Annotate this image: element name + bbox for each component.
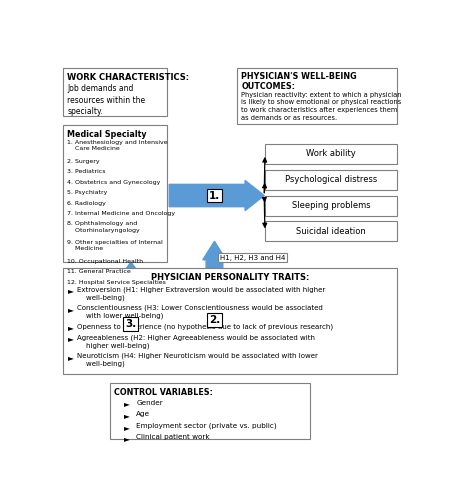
Text: 3. Pediatrics: 3. Pediatrics [67, 170, 106, 174]
Text: ►: ► [124, 434, 130, 443]
Text: 2.: 2. [209, 315, 220, 325]
Text: Sleeping problems: Sleeping problems [292, 201, 370, 210]
Text: 3.: 3. [125, 318, 136, 328]
Text: Extroversion (H1: Higher Extraversion would be associated with higher
    well-b: Extroversion (H1: Higher Extraversion wo… [77, 286, 325, 301]
FancyBboxPatch shape [110, 384, 310, 439]
Text: 7. Internal Medicine and Oncology: 7. Internal Medicine and Oncology [67, 211, 176, 216]
Text: 10. Occupational Health: 10. Occupational Health [67, 259, 143, 264]
FancyBboxPatch shape [265, 222, 397, 242]
Text: Physician reactivity: extent to which a physician
is likely to show emotional or: Physician reactivity: extent to which a … [241, 92, 402, 121]
FancyArrow shape [169, 180, 264, 210]
Text: 5. Psychiatry: 5. Psychiatry [67, 190, 108, 195]
Text: ►: ► [68, 324, 74, 332]
Text: ►: ► [68, 352, 74, 362]
Text: PHYSICIAN'S WELL-BEING: PHYSICIAN'S WELL-BEING [241, 72, 357, 82]
FancyArrow shape [203, 242, 226, 374]
Text: 2. Surgery: 2. Surgery [67, 159, 100, 164]
Text: 4. Obstetrics and Gynecology: 4. Obstetrics and Gynecology [67, 180, 161, 184]
Text: Age: Age [136, 411, 150, 417]
Text: 1. Anesthesiology and Intensive
    Care Medicine: 1. Anesthesiology and Intensive Care Med… [67, 140, 168, 151]
Text: 12. Hospital Service Specialties: 12. Hospital Service Specialties [67, 280, 166, 285]
FancyBboxPatch shape [265, 170, 397, 190]
Text: ►: ► [68, 286, 74, 296]
Text: Conscientiousness (H3: Lower Conscientiousness would be associated
    with lowe: Conscientiousness (H3: Lower Conscientio… [77, 305, 323, 320]
FancyBboxPatch shape [237, 68, 397, 124]
Text: PHYSICIAN PERSONALITY TRAITS:: PHYSICIAN PERSONALITY TRAITS: [151, 274, 309, 282]
Text: Work ability: Work ability [306, 150, 356, 158]
Text: H1, H2, H3 and H4: H1, H2, H3 and H4 [220, 254, 285, 260]
Text: Agreeableness (H2: Higher Agreeableness would be associated with
    higher well: Agreeableness (H2: Higher Agreeableness … [77, 334, 315, 348]
Text: Suicidal ideation: Suicidal ideation [296, 227, 366, 236]
FancyBboxPatch shape [265, 144, 397, 164]
Text: OUTCOMES:: OUTCOMES: [241, 82, 295, 92]
Text: Clinical patient work: Clinical patient work [136, 434, 210, 440]
Text: ►: ► [124, 422, 130, 432]
FancyBboxPatch shape [63, 68, 167, 116]
Text: Openness to experience (no hypothesis due to lack of previous research): Openness to experience (no hypothesis du… [77, 324, 333, 330]
Text: Job demands and
resources within the
specialty.: Job demands and resources within the spe… [67, 84, 145, 116]
Text: Gender: Gender [136, 400, 163, 406]
Text: Psychological distress: Psychological distress [285, 175, 377, 184]
FancyArrow shape [117, 262, 145, 374]
Text: 6. Radiology: 6. Radiology [67, 200, 106, 205]
Text: 11. General Practice: 11. General Practice [67, 270, 131, 274]
Text: CONTROL VARIABLES:: CONTROL VARIABLES: [114, 388, 213, 398]
FancyBboxPatch shape [265, 196, 397, 216]
Text: ►: ► [68, 334, 74, 343]
Text: 1.: 1. [209, 190, 220, 200]
Text: ►: ► [124, 411, 130, 420]
Text: 9. Other specialties of Internal
    Medicine: 9. Other specialties of Internal Medicin… [67, 240, 163, 252]
Text: ►: ► [124, 400, 130, 408]
FancyBboxPatch shape [63, 126, 167, 262]
Text: WORK CHARACTERISTICS:: WORK CHARACTERISTICS: [67, 72, 189, 82]
Text: Neuroticism (H4: Higher Neuroticism would be associated with lower
    well-bein: Neuroticism (H4: Higher Neuroticism woul… [77, 352, 318, 367]
Text: Medical Specialty: Medical Specialty [67, 130, 147, 139]
Text: 8. Ophthalmology and
    Otorhinolaryngology: 8. Ophthalmology and Otorhinolaryngology [67, 222, 140, 232]
FancyBboxPatch shape [63, 268, 397, 374]
Text: Employment sector (private vs. public): Employment sector (private vs. public) [136, 422, 277, 429]
Text: ►: ► [68, 305, 74, 314]
